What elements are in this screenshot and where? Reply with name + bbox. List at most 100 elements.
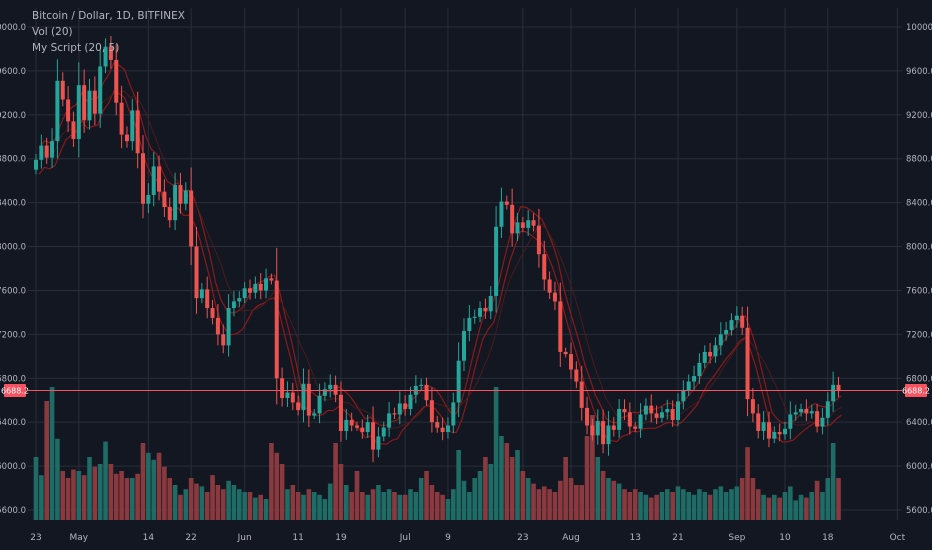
candle-body	[92, 90, 97, 114]
price-tick-label: 7200.0	[906, 330, 932, 340]
volume-bar	[531, 483, 536, 520]
volume-bar	[777, 497, 782, 520]
volume-bar	[734, 486, 740, 520]
price-axis-left[interactable]: 5600.0 6000.0 6400.0 6800.0 7200.0 7600.0 8000…	[0, 23, 29, 516]
candle-body	[114, 59, 119, 103]
candle-body	[317, 395, 322, 414]
volume-bar	[306, 489, 312, 520]
candle-body	[328, 384, 333, 390]
candle-body	[692, 376, 697, 382]
volume-bar	[172, 485, 178, 520]
volume-bar	[55, 438, 60, 520]
candle-body	[563, 351, 568, 355]
candle-body	[520, 222, 525, 228]
candle-body	[483, 308, 488, 312]
script-indicator-label[interactable]: My Script (20, 5)	[32, 42, 120, 54]
candle-body	[659, 412, 664, 418]
price-tick-label: 6400.0	[0, 418, 26, 428]
volume-bar	[488, 464, 494, 520]
volume-bar	[365, 494, 370, 520]
volume-bar	[97, 464, 103, 520]
volume-bar	[381, 492, 387, 520]
candle-body	[724, 329, 729, 335]
volume-bar	[525, 478, 531, 520]
volume-bar	[370, 489, 376, 520]
volume-bar	[215, 485, 221, 520]
candle-body	[108, 46, 113, 60]
volume-bar	[515, 450, 520, 520]
candle-body	[76, 85, 81, 139]
volume-bar	[140, 443, 146, 520]
candle-body	[215, 317, 220, 335]
price-axis-right[interactable]: 5600.0 6000.0 6400.0 6800.0 7200.0 7600.0 8000…	[902, 23, 932, 516]
volume-bar	[702, 492, 708, 520]
volume-bar	[606, 478, 611, 520]
candle-body	[649, 405, 654, 414]
volume-bar	[707, 494, 713, 520]
volume-bar	[81, 475, 87, 520]
volume-bar	[183, 489, 189, 520]
volume-bar	[71, 469, 76, 520]
volume-bar	[509, 457, 515, 520]
candle-body	[322, 389, 327, 396]
candle-body	[365, 422, 370, 433]
time-axis[interactable]: 23 May 14 22 Jun 11 19 Jul 9 23 Aug 13 21 Sep 10 18 Oct	[30, 533, 905, 543]
volume-bar	[520, 471, 526, 520]
candle-body	[783, 428, 787, 435]
time-tick-label: 18	[822, 533, 834, 543]
volume-bar	[814, 480, 820, 520]
price-tick-label: 7600.0	[906, 286, 932, 296]
last-price-badge-left	[4, 384, 26, 398]
volume-bar	[386, 489, 392, 520]
candle-body	[831, 384, 836, 402]
candle-body	[729, 320, 734, 330]
time-tick-label: 11	[292, 533, 303, 543]
volume-bars	[33, 387, 841, 520]
candle-body	[820, 417, 825, 427]
candle-body	[392, 413, 397, 415]
volume-bar	[584, 436, 590, 520]
volume-bar	[210, 475, 215, 520]
time-tick-label: Jun	[237, 533, 252, 543]
price-tick-label: 7200.0	[0, 330, 26, 340]
candle-body	[387, 413, 392, 428]
candle-body	[162, 191, 167, 208]
volume-bar	[499, 436, 504, 520]
candle-body	[734, 315, 739, 321]
price-tick-label: 6000.0	[906, 462, 932, 472]
candle-body	[371, 422, 376, 450]
volume-bar	[761, 494, 766, 520]
candle-body	[718, 334, 723, 346]
lower-band-line	[38, 90, 842, 445]
volume-bar	[686, 492, 691, 520]
candle-body	[194, 246, 199, 299]
volume-bar	[798, 494, 804, 520]
candle-body	[766, 422, 771, 439]
candle-body	[344, 419, 349, 431]
price-tick-label: 8400.0	[0, 199, 26, 209]
volume-bar	[493, 387, 499, 520]
volume-bar	[611, 480, 617, 520]
candle-body	[499, 201, 504, 227]
candle-body	[124, 134, 129, 142]
candle-body	[87, 90, 92, 121]
symbol-title[interactable]: Bitcoin / Dollar, 1D, BITFINEX	[32, 10, 185, 22]
candle-body	[472, 316, 477, 318]
volume-bar	[124, 478, 130, 520]
candle-body	[66, 99, 71, 122]
time-tick-label: Sep	[728, 533, 745, 543]
volume-indicator-label[interactable]: Vol (20)	[32, 26, 73, 38]
candle-body	[301, 383, 306, 411]
candle-body	[306, 383, 311, 416]
candle-body	[665, 409, 670, 413]
candle-body	[788, 414, 793, 429]
volume-bar	[119, 471, 124, 520]
volume-bar	[242, 492, 247, 520]
price-tick-label: 6800.0	[906, 374, 932, 384]
price-tick-label: 9600.0	[0, 67, 26, 77]
time-tick-label: 22	[185, 533, 196, 543]
candle-body	[408, 394, 413, 410]
volume-bar	[467, 492, 472, 520]
